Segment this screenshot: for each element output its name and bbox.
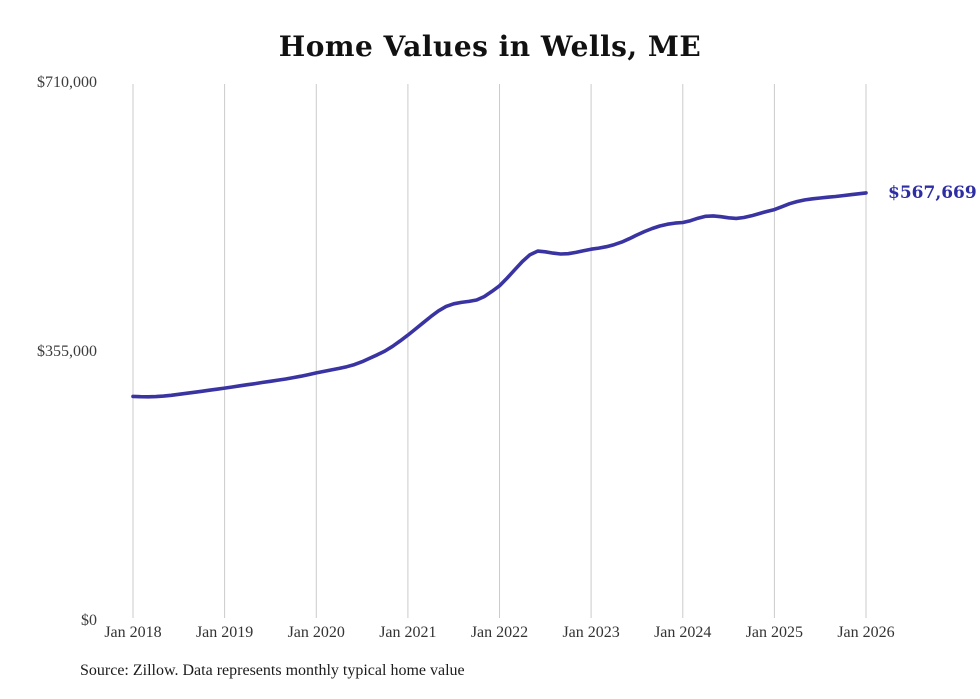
y-axis-tick-label: $0	[81, 612, 97, 629]
x-axis-tick-label: Jan 2019	[195, 624, 254, 641]
y-axis-tick-label: $355,000	[37, 343, 97, 360]
y-axis-tick-label: $710,000	[37, 74, 97, 91]
x-axis-tick-label: Jan 2025	[745, 624, 804, 641]
source-note: Source: Zillow. Data represents monthly …	[80, 662, 465, 679]
x-axis-tick-label: Jan 2024	[654, 624, 712, 641]
x-axis-tick-label: Jan 2026	[837, 624, 895, 641]
latest-value-label: $567,669	[888, 182, 977, 203]
x-axis-tick-label: Jan 2020	[287, 624, 345, 641]
chart-title: Home Values in Wells, ME	[278, 30, 702, 63]
home-value-line	[131, 191, 868, 399]
x-axis-tick-label: Jan 2018	[104, 624, 162, 641]
x-axis-tick-label: Jan 2021	[379, 624, 437, 641]
x-axis-tick-label: Jan 2022	[470, 624, 529, 641]
x-axis-tick-label: Jan 2023	[562, 624, 620, 641]
vertical-gridlines	[132, 84, 867, 618]
